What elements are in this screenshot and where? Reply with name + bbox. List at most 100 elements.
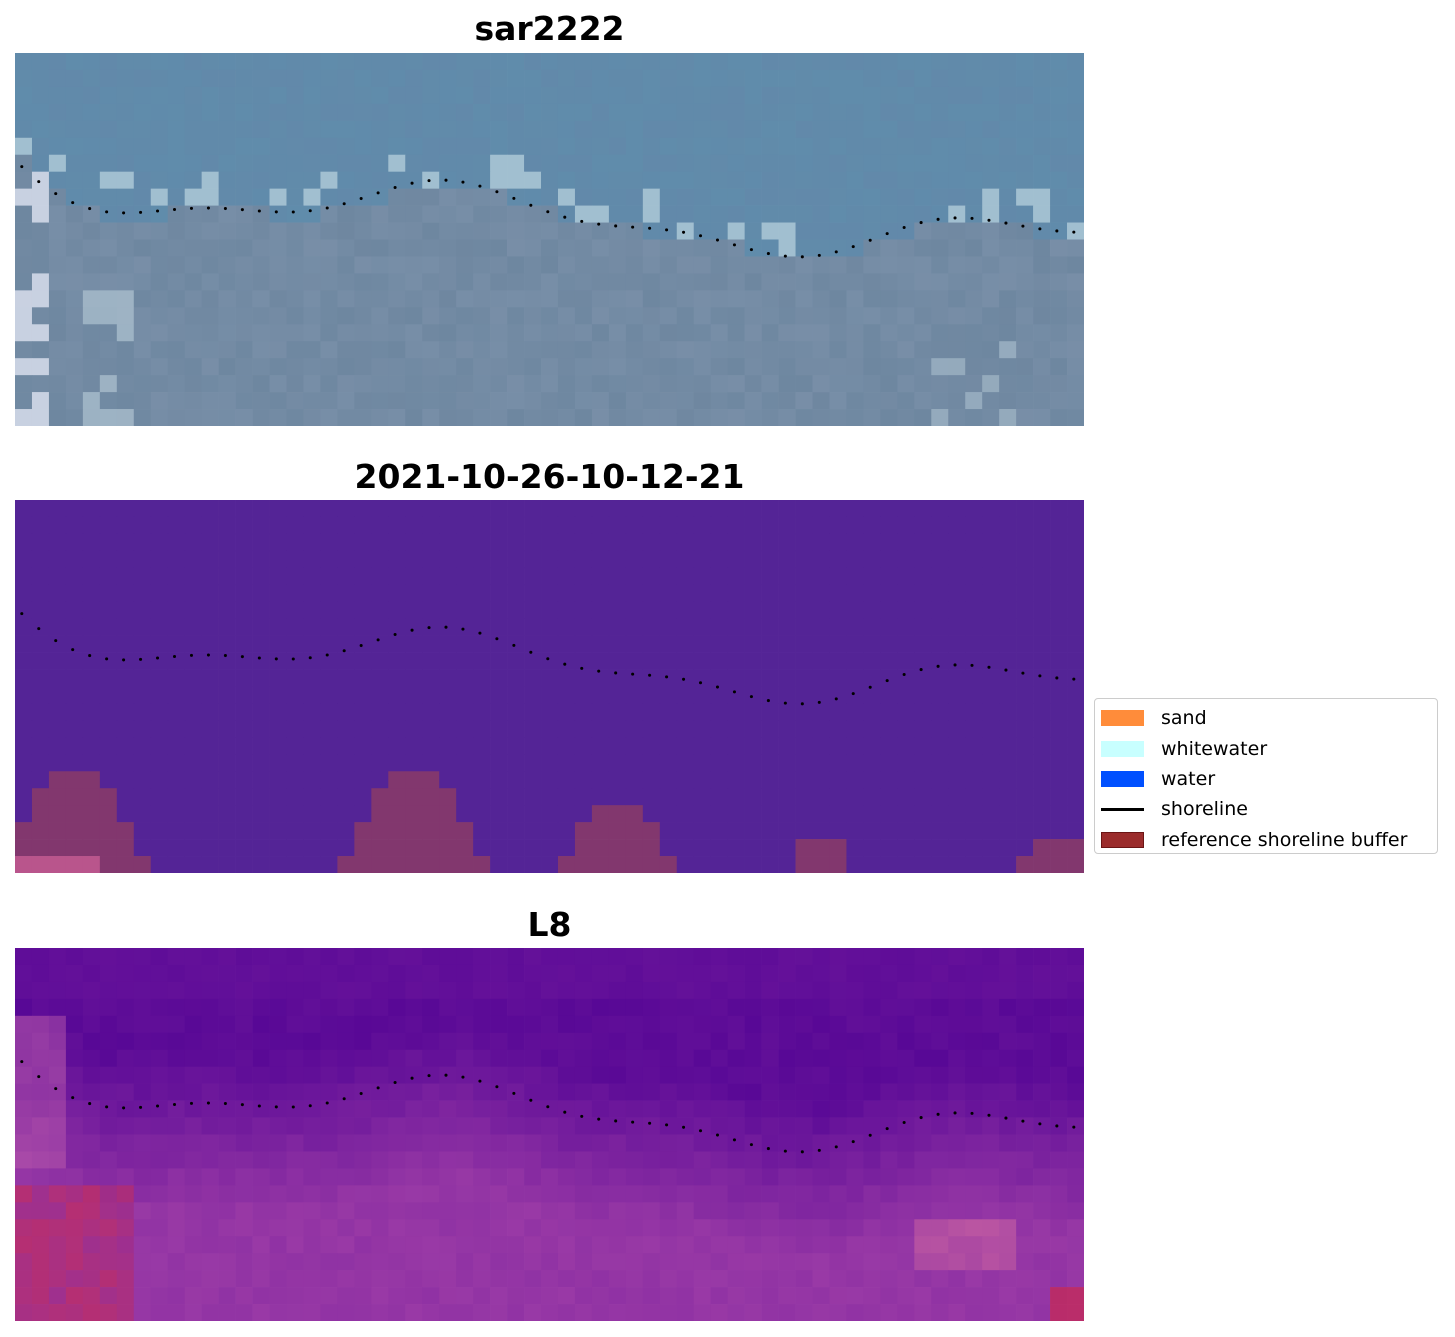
pixel-cell xyxy=(625,652,644,670)
pixel-cell xyxy=(557,856,576,873)
pixel-cell xyxy=(659,550,678,569)
pixel-cell xyxy=(880,324,898,342)
pixel-cell xyxy=(812,618,830,636)
legend-label-shoreline: shoreline xyxy=(1161,798,1248,821)
pixel-cell xyxy=(625,567,644,586)
pixel-cell xyxy=(965,1151,983,1169)
pixel-cell xyxy=(150,273,169,291)
pixel-cell xyxy=(829,1270,847,1288)
pixel-cell xyxy=(693,409,712,426)
pixel-cell xyxy=(744,703,762,721)
pixel-cell xyxy=(541,1100,559,1118)
pixel-cell xyxy=(982,1134,1000,1152)
pixel-cell xyxy=(354,948,372,966)
pixel-cell xyxy=(642,1049,661,1068)
pixel-cell xyxy=(99,1253,118,1271)
pixel-cell xyxy=(218,1117,236,1135)
pixel-cell xyxy=(490,1270,508,1288)
pixel-cell xyxy=(829,375,847,393)
pixel-cell xyxy=(1016,103,1034,122)
pixel-cell xyxy=(608,188,627,206)
pixel-cell xyxy=(625,805,644,823)
pixel-cell xyxy=(676,1219,695,1237)
pixel-cell xyxy=(167,375,186,393)
pixel-cell xyxy=(982,120,1000,139)
pixel-cell xyxy=(235,720,253,738)
pixel-cell xyxy=(82,307,101,325)
pixel-cell xyxy=(676,205,695,223)
pixel-cell xyxy=(218,120,236,139)
pixel-cell xyxy=(99,1100,118,1118)
pixel-cell xyxy=(184,618,202,636)
pixel-cell xyxy=(1067,601,1084,620)
pixel-cell xyxy=(744,805,762,823)
pixel-cell xyxy=(371,1202,389,1220)
pixel-cell xyxy=(354,1185,372,1203)
pixel-cell xyxy=(761,171,779,189)
pixel-cell xyxy=(948,1134,966,1152)
pixel-cell xyxy=(150,533,169,552)
pixel-cell xyxy=(473,1151,491,1169)
pixel-cell xyxy=(167,1117,186,1135)
pixel-cell xyxy=(65,154,84,173)
pixel-cell xyxy=(744,500,762,518)
pixel-cell xyxy=(693,703,712,721)
pixel-cell xyxy=(150,839,169,857)
pixel-cell xyxy=(320,1100,338,1118)
pixel-cell xyxy=(320,1049,338,1068)
pixel-cell xyxy=(286,1134,304,1152)
pixel-cell xyxy=(354,171,372,189)
pixel-cell xyxy=(778,1236,796,1254)
pixel-cell xyxy=(218,273,236,291)
pixel-cell xyxy=(846,205,864,223)
pixel-cell xyxy=(82,1049,101,1068)
pixel-cell xyxy=(897,584,915,603)
pixel-cell xyxy=(99,171,118,189)
pixel-cell xyxy=(574,1117,593,1135)
pixel-cell xyxy=(48,1015,67,1034)
pixel-cell xyxy=(812,1032,830,1051)
pixel-cell xyxy=(982,601,1000,620)
pixel-cell xyxy=(812,584,830,603)
pixel-cell xyxy=(371,948,389,966)
pixel-cell xyxy=(218,53,236,71)
pixel-cell xyxy=(201,1134,219,1152)
pixel-cell xyxy=(320,839,338,857)
pixel-cell xyxy=(524,1253,542,1271)
pixel-cell xyxy=(150,1287,169,1305)
pixel-cell xyxy=(269,222,287,240)
pixel-cell xyxy=(473,635,491,653)
pixel-cell xyxy=(1067,53,1084,71)
pixel-cell xyxy=(303,1100,321,1118)
pixel-cell xyxy=(778,1066,796,1084)
pixel-cell xyxy=(948,1253,966,1271)
pixel-cell xyxy=(846,1202,864,1220)
pixel-cell xyxy=(761,686,779,704)
pixel-cell xyxy=(82,669,101,687)
pixel-cell xyxy=(744,686,762,704)
pixel-cell xyxy=(931,584,949,603)
pixel-cell xyxy=(65,273,84,291)
pixel-cell xyxy=(931,1168,949,1186)
pixel-cell xyxy=(116,1066,135,1084)
pixel-cell xyxy=(1016,1066,1034,1084)
shoreline-point xyxy=(919,668,923,672)
pixel-cell xyxy=(354,120,372,139)
pixel-cell xyxy=(965,273,983,291)
pixel-cell xyxy=(303,392,321,410)
pixel-cell xyxy=(65,771,84,789)
pixel-cell xyxy=(167,53,186,71)
pixel-cell xyxy=(557,720,576,738)
pixel-cell xyxy=(591,1032,610,1051)
pixel-cell xyxy=(744,1134,762,1152)
pixel-cell xyxy=(99,754,118,772)
pixel-cell xyxy=(541,1117,559,1135)
pixel-cell xyxy=(795,500,813,518)
pixel-cell xyxy=(931,1134,949,1152)
pixel-cell xyxy=(252,324,270,342)
pixel-cell xyxy=(863,754,881,772)
pixel-cell xyxy=(286,964,304,983)
pixel-cell xyxy=(65,358,84,376)
pixel-cell xyxy=(795,998,813,1017)
pixel-cell xyxy=(167,86,186,105)
